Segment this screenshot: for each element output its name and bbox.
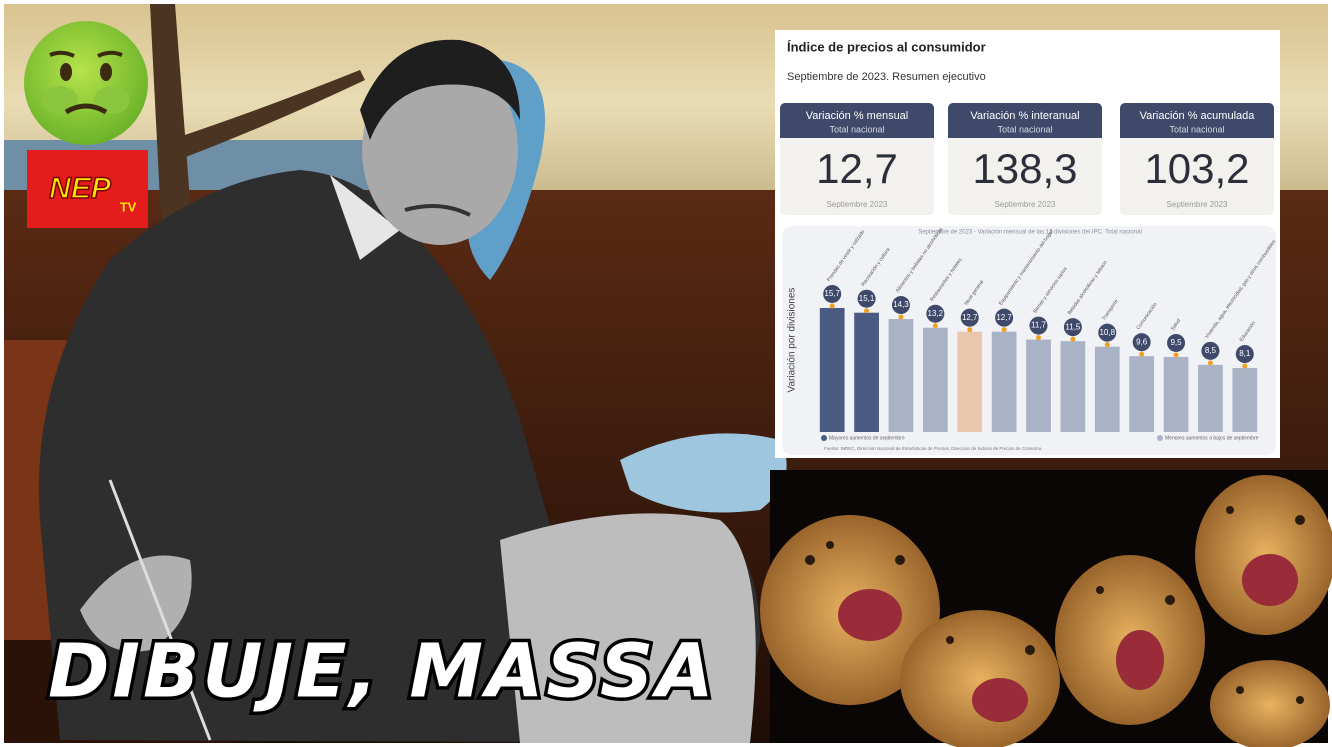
bar [1232,368,1257,432]
thumbnail: Índice de precios al consumidor Septiemb… [0,0,1332,747]
value-label: 15,7 [824,289,840,298]
sick-emoji [24,21,148,145]
bar [1164,357,1189,432]
value-label: 9,5 [1170,338,1182,347]
value-label: 11,5 [1065,322,1081,331]
card-date: Septiembre 2023 [1167,200,1228,209]
bar-top-dot [1002,327,1007,332]
card-label: Variación % mensual [806,110,909,122]
legend-label: Mayores aumentos de septiembre [829,435,905,441]
value-label: 14,3 [893,300,909,309]
bar [923,328,948,432]
legend-label: Menores aumentos a bajos de septiembre [1165,435,1259,441]
value-label: 13,2 [928,309,944,318]
bar-top-dot [1139,352,1144,357]
logo: NEP TV [27,150,148,228]
value-label: 12,7 [996,313,1012,322]
chart-title: Septiembre de 2023 - Variación mensual d… [918,230,1142,236]
bar [854,313,879,432]
bar [1198,365,1223,432]
bar-top-dot [1070,337,1075,342]
y-axis-label: Variación por divisiones [787,288,798,393]
chart-source: Fuente: INDEC, Dirección Nacional de Est… [824,445,1042,451]
value-label: 8,5 [1205,346,1217,355]
bar-top-dot [1036,335,1041,340]
card-value: 12,7 [816,145,898,192]
card-sublabel: Total nacional [1169,124,1224,134]
card-date: Septiembre 2023 [995,200,1056,209]
infographic-title: Índice de precios al consumidor [787,39,986,54]
legend-swatch [821,435,827,441]
headline: DIBUJE, MASSA [48,629,717,715]
legend-swatch [1157,435,1163,441]
infographic: Índice de precios al consumidor Septiemb… [775,30,1280,458]
bar-top-dot [864,308,869,313]
value-label: 10,8 [1099,328,1115,337]
bar-top-dot [830,303,835,308]
bar [1095,347,1120,432]
bar-top-dot [1174,352,1179,357]
card-date: Septiembre 2023 [827,200,888,209]
cards: Variación % mensual Total nacional 12,7 Sep… [780,103,1274,215]
bar-top-dot [967,327,972,332]
card-label: Variación % acumulada [1140,110,1256,122]
card-value: 103,2 [1144,145,1249,192]
bar [1061,341,1086,432]
card-sublabel: Total nacional [829,124,884,134]
bar-top-dot [1208,360,1213,365]
bar [992,332,1017,432]
bar [889,319,914,432]
value-label: 11,7 [1031,321,1047,330]
value-label: 15,1 [859,294,875,303]
bar-top-dot [933,323,938,328]
bar [1129,356,1154,432]
bar [820,308,845,432]
value-label: 12,7 [962,313,978,322]
leopards [760,470,1332,747]
infographic-subtitle: Septiembre de 2023. Resumen ejecutivo [787,71,986,83]
logo-sub: TV [120,199,137,214]
value-label: 8,1 [1239,349,1251,358]
value-label: 9,6 [1136,337,1148,346]
bar-top-dot [898,315,903,320]
card-label: Variación % interanual [970,110,1079,122]
bar [957,332,982,432]
bar-top-dot [1242,364,1247,369]
bar-top-dot [1105,342,1110,347]
page: { "headline": "DIBUJE, MASSA", "logo": {… [0,0,1332,747]
card-value: 138,3 [972,145,1077,192]
bar [1026,340,1051,432]
card-sublabel: Total nacional [997,124,1052,134]
logo-text: NEP [49,172,112,205]
